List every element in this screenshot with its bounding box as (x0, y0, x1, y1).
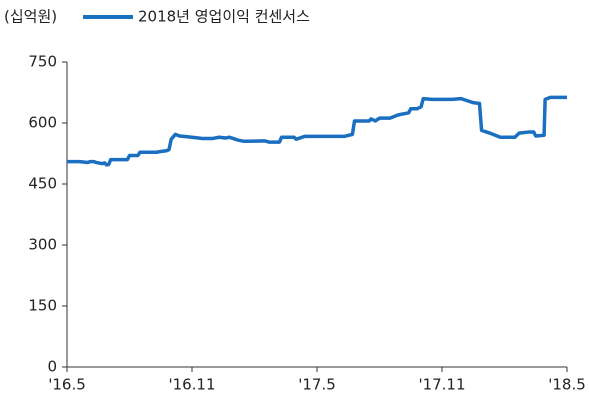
y-tick-label: 750 (28, 53, 57, 71)
x-tick-label: '17.11 (418, 376, 465, 394)
legend-label: 2018년 영업이익 컨센서스 (138, 8, 310, 26)
x-tick-label: '17.5 (298, 376, 336, 394)
x-tick-label: '18.5 (548, 376, 586, 394)
x-tick-label: '16.5 (48, 376, 86, 394)
line (67, 95, 567, 167)
y-tick-label: 300 (28, 236, 57, 254)
y-tick-label: 150 (28, 297, 57, 315)
y-tick-label: 450 (28, 175, 57, 193)
y-tick-label: 0 (47, 358, 57, 376)
x-tick-label: '16.11 (168, 376, 215, 394)
y-tick-label: 600 (28, 114, 57, 132)
unit-label: (십억원) (4, 8, 57, 26)
